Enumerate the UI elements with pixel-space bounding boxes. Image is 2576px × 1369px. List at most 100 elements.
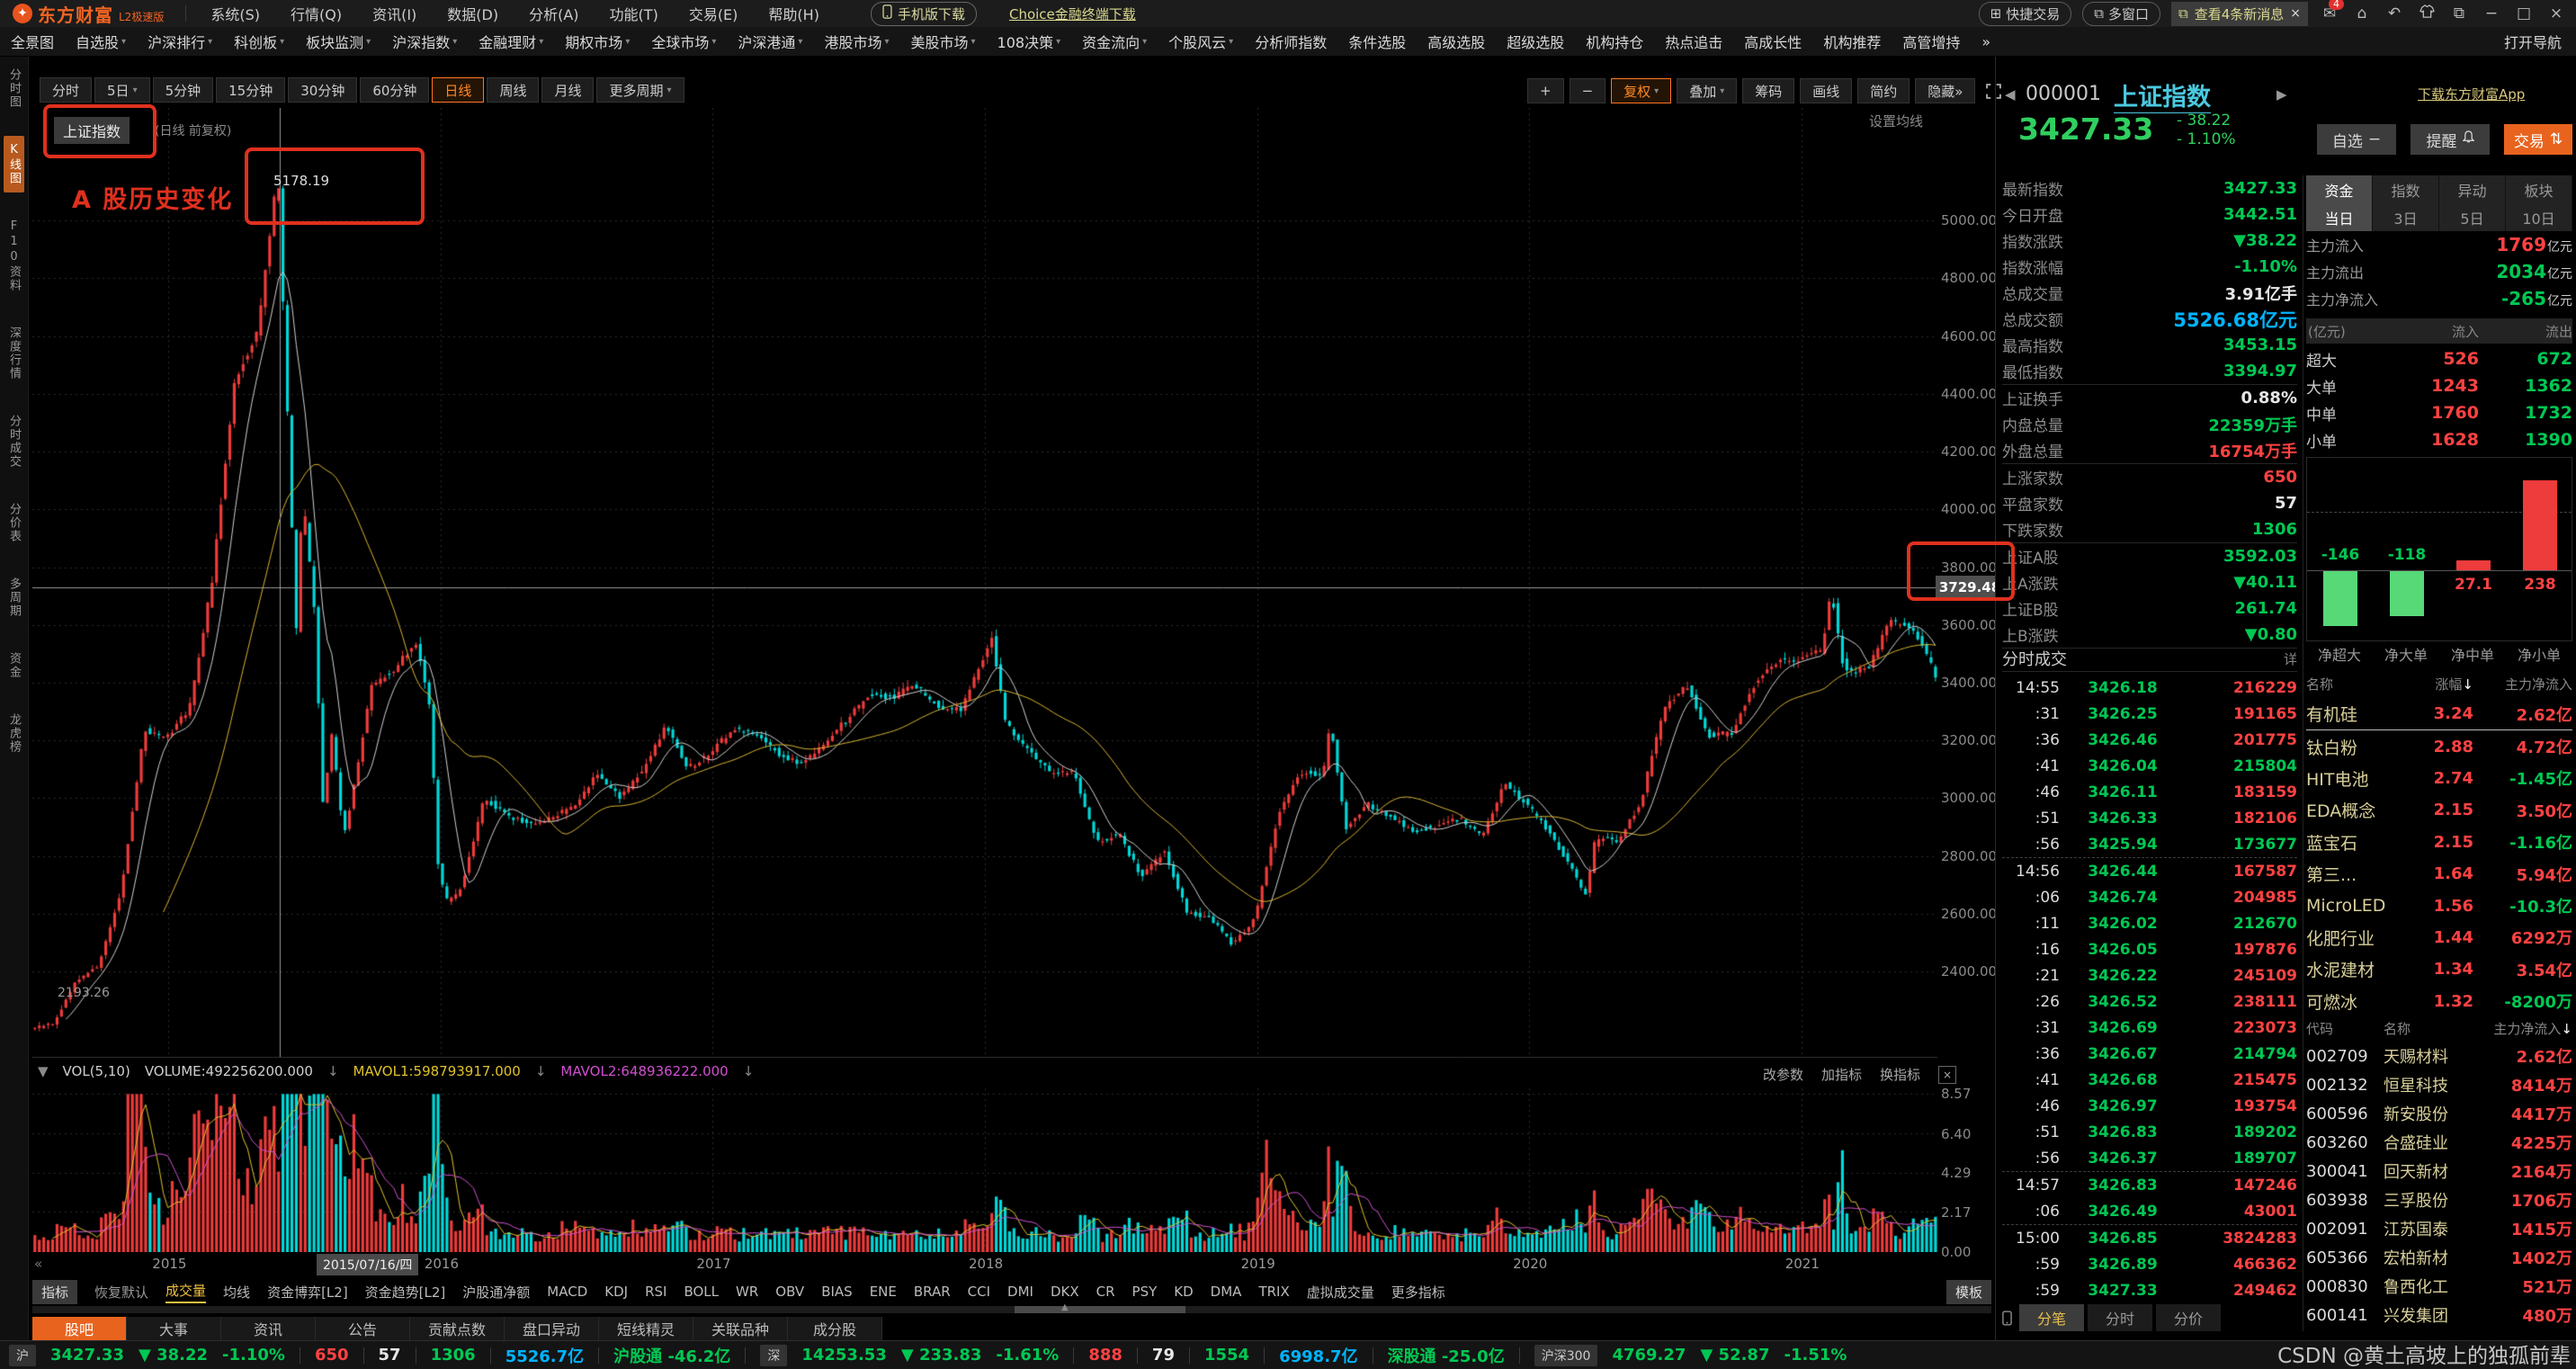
period-button[interactable]: 日线 [432,77,485,103]
indicator-reset-button[interactable]: 恢复默认 [94,1284,149,1301]
rail-item[interactable]: 分价表 [7,503,21,543]
trade-button[interactable]: 交易 ⇅ [2504,124,2572,155]
indicator-item[interactable]: KDJ [604,1284,629,1300]
home-icon[interactable]: ⌂ [2357,4,2367,22]
tick-view-tab[interactable]: 分价 [2156,1304,2222,1331]
funds-tab[interactable]: 异动 [2439,175,2506,203]
set-ma-link[interactable]: 设置均线 [1869,113,1924,130]
indicator-item[interactable]: 虚拟成交量 [1306,1284,1374,1301]
nav-tab[interactable]: 个股风云 ▾ [1158,31,1244,52]
nav-tab[interactable]: 沪深排行 ▾ [137,31,223,52]
sector-row[interactable]: 第三... 1.64 5.94亿 [2306,858,2572,890]
window-switch-icon[interactable]: ⧉ [2453,4,2465,22]
scroll-left-icon[interactable]: « [34,1256,43,1272]
tick-more-link[interactable]: 详 [2283,650,2297,667]
nav-tab[interactable]: 热点追击 [1654,31,1733,52]
sector-row[interactable]: EDA概念 2.15 3.50亿 [2306,794,2572,826]
main-menu-item[interactable]: 帮助(H) [768,6,819,23]
info-tab[interactable]: 成分股 [788,1317,882,1340]
indicator-item[interactable]: PSY [1131,1284,1158,1300]
nav-tab[interactable]: 美股市场 ▾ [899,31,986,52]
stock-row[interactable]: 603260 合盛硅业 4225万 [2306,1128,2572,1157]
nav-tab[interactable]: 机构持仓 [1575,31,1654,52]
tick-view-tab[interactable]: 分笔 [2019,1304,2085,1331]
funds-tab[interactable]: 资金 [2306,175,2373,203]
stock-row[interactable]: 002091 江苏国泰 1415万 [2306,1214,2572,1243]
chart-tool-button[interactable]: 筹码 [1742,78,1795,103]
info-tab[interactable]: 股吧 [32,1317,127,1340]
stock-row[interactable]: 300041 回天新材 2164万 [2306,1157,2572,1186]
nav-tab[interactable]: 金融理财 ▾ [468,31,554,52]
close-button[interactable]: × [2549,4,2563,22]
chart-tool-button[interactable]: + [1527,78,1564,103]
indicator-item[interactable]: 均线 [223,1284,251,1301]
nav-tab[interactable]: 高管增持 [1892,31,1971,52]
indicator-item[interactable]: BOLL [684,1284,720,1300]
period-button[interactable]: 月线 [541,77,595,103]
funds-tab[interactable]: 指数 [2373,175,2439,203]
app-download-link[interactable]: 下载东方财富App [2418,86,2526,103]
maximize-button[interactable]: □ [2516,4,2532,22]
rail-item[interactable]: 资金 [7,652,21,679]
nav-tab[interactable]: 港股市场 ▾ [813,31,899,52]
add-favorite-button[interactable]: 自选 − [2317,124,2396,155]
indicator-item[interactable]: DMI [1007,1284,1033,1300]
rail-item[interactable]: 分时图 [7,68,21,109]
chart-tool-button[interactable]: − [1569,78,1606,103]
nav-tab[interactable]: 分析师指数 [1244,31,1337,52]
nav-tab[interactable]: 板块监测 ▾ [295,31,381,52]
stock-row[interactable]: 605366 宏柏新材 1402万 [2306,1243,2572,1272]
stock-row[interactable]: 002709 天赐材料 2.62亿 [2306,1042,2572,1070]
nav-tab[interactable]: 自选股 ▾ [65,31,137,52]
tick-view-tab[interactable]: 分时 [2088,1304,2153,1331]
nav-tab[interactable]: 沪深港通 ▾ [727,31,813,52]
indicator-item[interactable]: RSI [645,1284,667,1300]
nav-tab[interactable]: 全景图 [0,31,65,52]
close-icon[interactable]: × [1938,1065,1957,1084]
indicator-item[interactable]: 资金博弈[L2] [267,1284,348,1301]
sector-row[interactable]: HIT电池 2.74 -1.45亿 [2306,763,2572,794]
indicator-chip[interactable]: 指标 [32,1279,78,1304]
funds-period-tab[interactable]: 当日 [2306,203,2373,231]
main-menu-item[interactable]: 行情(Q) [290,6,343,23]
indicator-item[interactable]: BIAS [821,1284,853,1300]
nav-tab[interactable]: 高成长性 [1733,31,1812,52]
indicator-item[interactable]: 资金趋势[L2] [364,1284,446,1301]
rail-item[interactable]: 龙虎榜 [7,713,21,754]
indicator-item[interactable]: KD [1174,1284,1194,1300]
funds-period-tab[interactable]: 10日 [2506,203,2572,231]
rail-item[interactable]: F10资料 [7,219,21,292]
nav-tab[interactable]: 期权市场 ▾ [554,31,640,52]
indicator-item[interactable]: CR [1096,1284,1115,1300]
stock-row[interactable]: 600596 新安股份 4417万 [2306,1099,2572,1128]
main-menu-item[interactable]: 功能(T) [609,6,658,23]
chart-tool-button[interactable]: 简约 [1857,78,1910,103]
rail-item[interactable]: 多周期 [7,577,21,618]
period-button[interactable]: 分时 [40,77,93,103]
prev-symbol-arrow[interactable]: ◀ [2005,86,2016,103]
info-tab[interactable]: 短线精灵 [599,1317,693,1340]
indicator-item[interactable]: 更多指标 [1391,1284,1445,1301]
nav-tab[interactable]: 超级选股 [1496,31,1575,52]
indicator-item[interactable]: WR [736,1284,759,1300]
notification-banner[interactable]: ⧉ 查看4条新消息 × [2171,1,2308,26]
stock-row[interactable]: 002132 恒星科技 8414万 [2306,1070,2572,1099]
main-menu-item[interactable]: 交易(E) [688,6,738,23]
period-button[interactable]: 60分钟 [360,77,430,103]
funds-tab[interactable]: 板块 [2506,175,2572,203]
main-menu-item[interactable]: 资讯(I) [372,6,417,23]
indicator-item[interactable]: ENE [869,1284,897,1300]
info-tab[interactable]: 资讯 [221,1317,316,1340]
minimize-button[interactable]: − [2484,4,2499,22]
stock-row[interactable]: 603938 三孚股份 1706万 [2306,1186,2572,1214]
nav-tab[interactable]: » [1971,33,2001,50]
sector-row[interactable]: 水泥建材 1.34 3.54亿 [2306,953,2572,985]
sector-row[interactable]: 可燃冰 1.32 -8200万 [2306,986,2572,1017]
main-menu-item[interactable]: 分析(A) [529,6,579,23]
back-icon[interactable]: ↶ [2387,4,2402,22]
main-menu-item[interactable]: 系统(S) [210,6,260,23]
market-chip[interactable]: 沪 [9,1344,36,1366]
indicator-item[interactable]: 沪股通净额 [462,1284,531,1301]
funds-period-tab[interactable]: 5日 [2439,203,2506,231]
indicator-item[interactable]: DKX [1050,1284,1079,1300]
